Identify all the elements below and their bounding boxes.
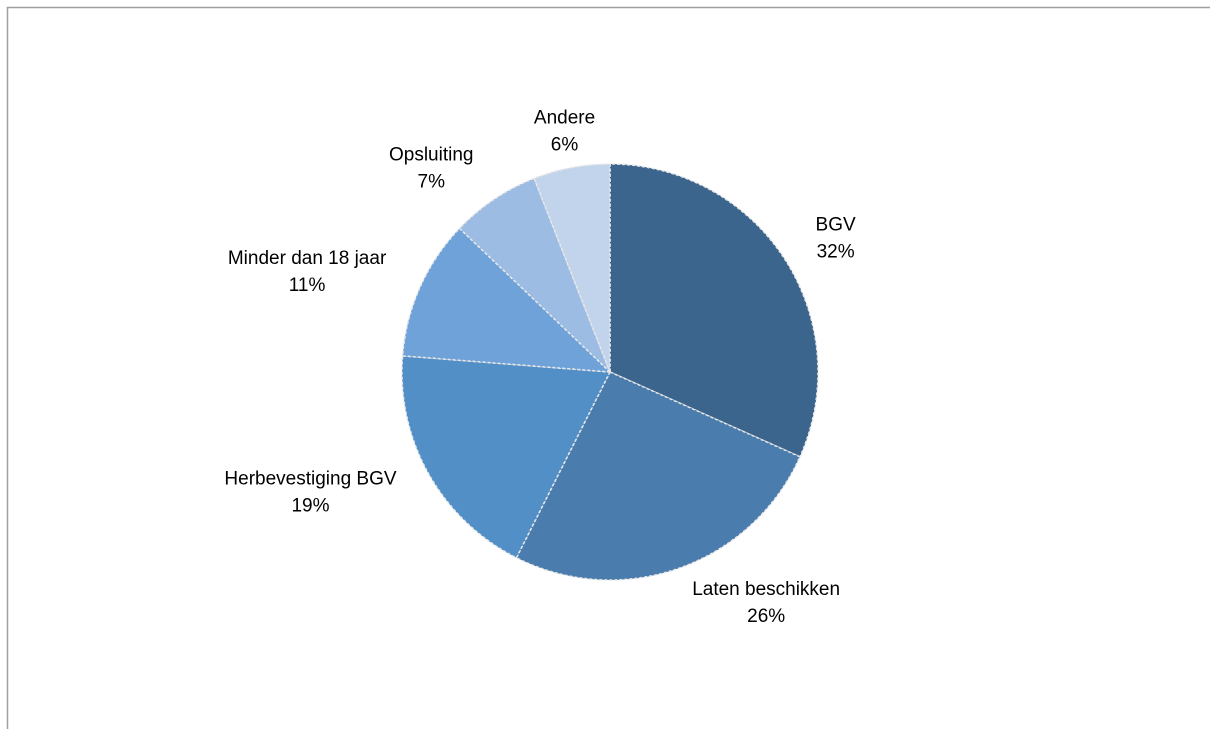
pie-slice (515, 371, 801, 581)
slice-value-label: 32% (817, 242, 855, 263)
pie-slice (401, 227, 613, 373)
slice-label: Minder dan 18 jaar (228, 248, 387, 269)
pie-slice (609, 163, 819, 458)
slice-label: Laten beschikken (692, 579, 840, 600)
slice-value-label: 19% (291, 495, 329, 516)
slice-value-label: 11% (289, 275, 326, 296)
pie-slice (458, 177, 611, 373)
slice-label: BGV (816, 215, 856, 236)
slice-label: Herbevestiging BGV (224, 468, 396, 489)
slice-label: Andere (534, 107, 595, 128)
slice-value-label: 6% (551, 134, 579, 155)
slice-label: Opsluiting (389, 145, 474, 166)
pie-slice (533, 163, 611, 373)
slice-value-label: 7% (418, 172, 446, 193)
slice-value-label: 26% (747, 606, 785, 627)
pie-slice (401, 355, 612, 559)
